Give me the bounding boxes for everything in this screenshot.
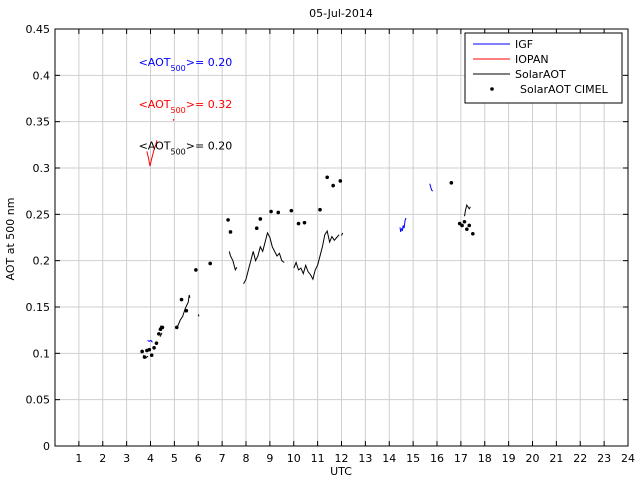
x-tick-label: 13 — [358, 452, 372, 465]
solaraot-cimel-point — [174, 325, 179, 330]
legend-swatch-solaraot-cimel — [490, 87, 494, 91]
solaraot-cimel-point — [296, 221, 301, 226]
x-axis-title: UTC — [330, 465, 352, 478]
legend-box — [464, 32, 623, 104]
y-tick-label: 0 — [43, 440, 50, 453]
solaraot-series-line — [243, 231, 285, 285]
solaraot-series-line — [341, 232, 344, 236]
x-tick-label: 7 — [219, 452, 226, 465]
solaraot-cimel-point — [157, 332, 161, 336]
x-tick-label: 2 — [99, 452, 106, 465]
x-tick-label: 8 — [243, 452, 250, 465]
solaraot-cimel-point — [152, 345, 156, 350]
solaraot-cimel-point — [254, 226, 259, 231]
x-tick-label: 1 — [75, 452, 82, 465]
solaraot-cimel-point — [467, 223, 472, 228]
legend-label-solaraot: SolarAOT — [515, 68, 566, 81]
y-tick-label: 0.2 — [33, 255, 51, 268]
igf-series-line — [147, 339, 153, 343]
y-tick-label: 0.1 — [33, 347, 51, 360]
solaraot-cimel-point — [471, 231, 475, 236]
x-tick-label: 4 — [147, 452, 154, 465]
x-tick-label: 5 — [171, 452, 178, 465]
x-tick-label: 21 — [549, 452, 563, 465]
y-tick-label: 0.05 — [26, 394, 51, 407]
y-tick-label: 0.45 — [26, 23, 51, 36]
legend-label-igf: IGF — [515, 38, 533, 51]
solaraot-series-line — [175, 294, 191, 328]
solaraot-cimel-point — [208, 261, 212, 266]
solaraot-series-line — [228, 251, 238, 272]
solaraot-cimel-point — [302, 220, 307, 225]
legend-label-solaraot-cimel: SolarAOT CIMEL — [520, 83, 609, 96]
axis-ticks: 1 2 3 4 5 6 7 8 9 10 11 12 13 14 15 16 17 18 19 20 21 22 23 240… — [26, 23, 636, 465]
y-tick-label: 0.35 — [26, 116, 51, 129]
solaraot-cimel-point — [258, 217, 263, 221]
legend-label-iopan: IOPAN — [515, 53, 549, 66]
solaraot-cimel-point — [460, 223, 464, 228]
x-tick-label: 11 — [311, 452, 325, 465]
solaraot-cimel-point — [318, 207, 322, 212]
x-tick-label: 22 — [573, 452, 587, 465]
solaraot-series-line — [293, 229, 340, 281]
x-tick-label: 12 — [335, 452, 349, 465]
solaraot-cimel-point — [269, 209, 273, 214]
legend: IGF IOPAN SolarAOT SolarAOT CIMEL — [464, 32, 623, 104]
solaraot-cimel-point — [325, 175, 329, 180]
mean-aot-annotation: <AOT500>= 0.20 — [139, 139, 233, 156]
solaraot-cimel-point — [338, 179, 343, 183]
solaraot-cimel-point — [226, 218, 230, 222]
solaraot-cimel-point — [194, 268, 198, 272]
solaraot-cimel-point — [289, 208, 294, 213]
x-tick-label: 15 — [406, 452, 420, 465]
solaraot-cimel-point — [142, 355, 147, 359]
solaraot-cimel-point — [276, 210, 281, 215]
solaraot-cimel-point — [147, 347, 152, 352]
x-tick-label: 6 — [195, 452, 202, 465]
x-tick-label: 23 — [597, 452, 611, 465]
x-tick-label: 14 — [382, 452, 396, 465]
x-tick-label: 24 — [621, 452, 635, 465]
igf-series-line — [401, 217, 407, 232]
y-tick-label: 0.3 — [33, 162, 51, 175]
solaraot-series-line — [159, 332, 163, 337]
igf-series-line — [429, 183, 434, 192]
y-tick-label: 0.25 — [26, 208, 51, 221]
solaraot-cimel-point — [462, 219, 467, 224]
solaraot-cimel-point — [154, 341, 159, 345]
solaraot-cimel-point — [179, 297, 184, 302]
iopan-series-line — [146, 140, 158, 167]
y-tick-label: 0.4 — [33, 69, 51, 82]
solaraot-cimel-point — [228, 230, 233, 234]
x-tick-label: 17 — [454, 452, 468, 465]
solaraot-series-line — [464, 203, 471, 217]
iopan-series-line — [172, 118, 175, 121]
solaraot-cimel-point — [160, 325, 165, 330]
solaraot-cimel-point — [465, 227, 469, 231]
plot-data — [140, 118, 475, 359]
x-tick-label: 9 — [266, 452, 273, 465]
chart-title: 05-Jul-2014 — [309, 7, 373, 20]
x-tick-label: 19 — [502, 452, 516, 465]
x-tick-label: 18 — [478, 452, 492, 465]
annotations: <AOT500>= 0.20 <AOT500>= 0.32 <AOT500>= 0.… — [139, 56, 233, 156]
y-axis-title: AOT at 500 nm — [4, 198, 17, 281]
solaraot-cimel-point — [149, 353, 154, 357]
solaraot-cimel-point — [140, 349, 144, 354]
y-tick-label: 0.15 — [26, 301, 51, 314]
mean-aot-annotation: <AOT500>= 0.32 — [139, 98, 233, 115]
x-tick-label: 10 — [287, 452, 301, 465]
x-tick-label: 20 — [526, 452, 540, 465]
x-tick-label: 16 — [430, 452, 444, 465]
x-tick-label: 3 — [123, 452, 130, 465]
solaraot-cimel-point — [331, 183, 335, 188]
mean-aot-annotation: <AOT500>= 0.20 — [139, 56, 233, 73]
solaraot-cimel-point — [184, 308, 189, 313]
igf-series-line — [399, 227, 403, 233]
solaraot-series-line — [197, 314, 200, 317]
solaraot-cimel-point — [449, 181, 454, 185]
